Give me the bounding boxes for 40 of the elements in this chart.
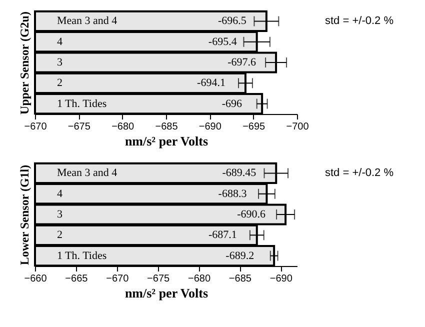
x-axis-title: nm/s² per Volts [124,286,208,300]
data-label: -687.1 [208,229,237,242]
data-label: -696 [222,98,243,110]
x-tick-label: −675 [147,274,170,284]
y-tick-label: 4 [57,188,63,200]
data-label: -697.6 [228,56,257,68]
data-label: -695.4 [208,36,238,48]
x-tick-label: −670 [106,274,130,284]
y-tick-label: 2 [57,229,62,242]
x-tick-label: −690 [270,274,293,284]
y-tick-label: 2 [57,77,62,90]
x-tick-label: −665 [65,274,88,284]
y-tick-label: 3 [57,208,63,220]
data-label: -688.3 [218,188,248,200]
data-label: -689.45 [222,167,257,180]
x-tick-label: −695 [242,122,266,132]
data-label: -696.5 [218,15,247,28]
x-tick-label: −680 [112,122,135,132]
text: std = +/-0.2 % [325,167,394,180]
x-axis-title: nm/s² per Volts [124,134,208,148]
text: std = +/-0.2 % [325,15,394,28]
y-tick-label: Mean 3 and 4 [57,167,118,180]
x-tick-label: −660 [24,274,48,284]
data-label: -694.1 [197,77,226,90]
x-tick-label: −690 [198,122,222,132]
y-axis-title: Lower Sensor (G1l) [18,164,32,266]
x-tick-label: −680 [188,274,211,284]
data-label: -689.2 [226,250,254,262]
x-tick-label: −675 [68,122,91,132]
y-axis-title: Upper Sensor (G2u) [18,12,32,114]
y-tick-label: 4 [57,36,63,48]
y-tick-label: 3 [57,56,63,68]
y-tick-label: 1 Th. Tides [57,250,107,262]
y-tick-label: Mean 3 and 4 [57,15,118,28]
x-tick-label: −685 [228,274,252,284]
data-label: -690.6 [237,208,266,220]
x-tick-label: −685 [155,122,178,132]
x-tick-label: −700 [286,122,310,132]
y-tick-label: 1 Th. Tides [57,98,107,110]
x-tick-label: −670 [24,122,48,132]
